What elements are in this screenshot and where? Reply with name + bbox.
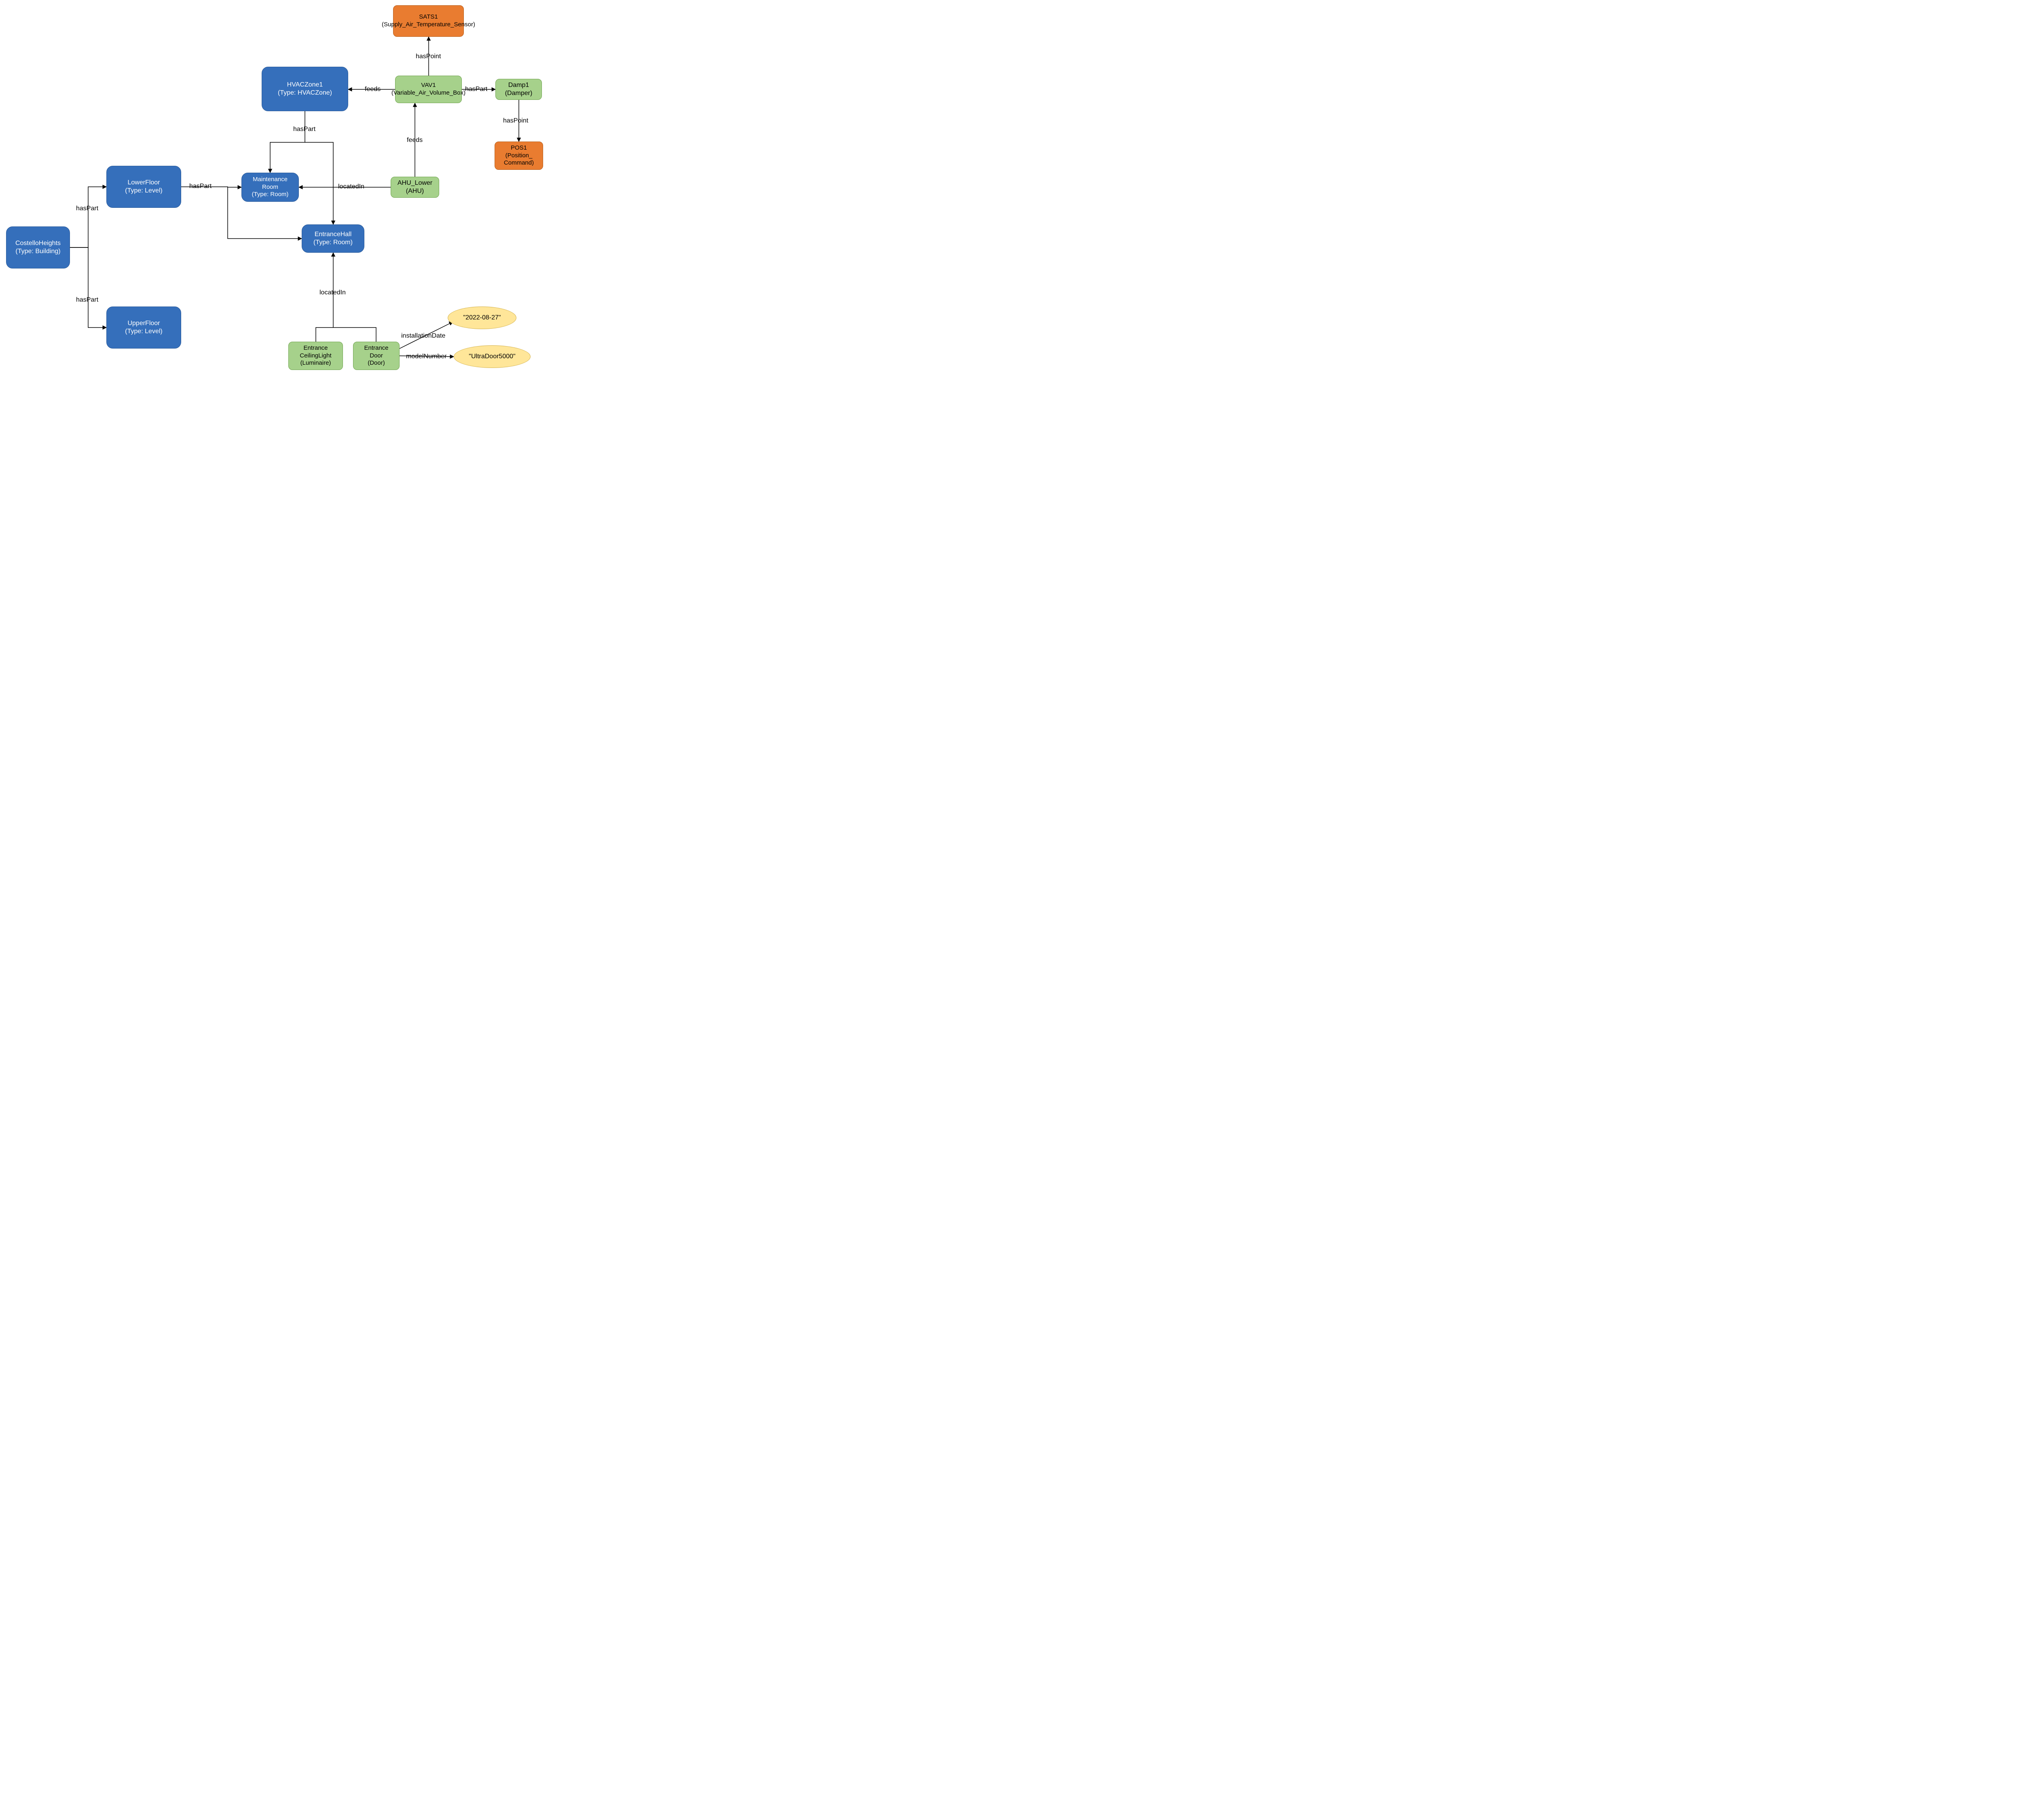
node-model: "UltraDoor5000" bbox=[454, 345, 531, 368]
node-vav1: VAV1 (Variable_Air_Volume_Box) bbox=[395, 76, 462, 103]
node-sats1: SATS1 (Supply_Air_Temperature_Sensor) bbox=[393, 5, 464, 37]
edge-label-e3: hasPart bbox=[189, 183, 212, 190]
edge-label-e7: hasPoint bbox=[503, 117, 528, 125]
edge-label-e12: installationDate bbox=[401, 332, 445, 340]
node-hvaczone: HVACZone1 (Type: HVACZone) bbox=[262, 67, 348, 111]
node-costello: CostelloHeights (Type: Building) bbox=[6, 226, 70, 268]
node-upperfloor: UpperFloor (Type: Level) bbox=[106, 307, 181, 349]
node-maint: Maintenance Room (Type: Room) bbox=[241, 173, 299, 202]
node-entrance: EntranceHall (Type: Room) bbox=[302, 224, 364, 253]
edge-label-e6: hasPart bbox=[465, 86, 487, 93]
edge-label-e1: hasPart bbox=[76, 205, 98, 212]
edge-e11 bbox=[316, 328, 376, 342]
node-ceillight: Entrance CeilingLight (Luminaire) bbox=[288, 342, 343, 370]
edge-label-e5: feeds bbox=[365, 86, 381, 93]
edge-label-e4: hasPart bbox=[293, 126, 315, 133]
edge-label-e13: modelNumber bbox=[406, 353, 446, 360]
edge-label-e2: hasPart bbox=[76, 296, 98, 304]
node-door: Entrance Door (Door) bbox=[353, 342, 400, 370]
node-pos1: POS1 (Position_ Command) bbox=[495, 142, 543, 170]
diagram-canvas: CostelloHeights (Type: Building) LowerFlo… bbox=[0, 0, 596, 386]
edge-label-e8: hasPoint bbox=[416, 53, 441, 60]
edge-label-e9: feeds bbox=[407, 137, 423, 144]
edge-label-e11: locatedIn bbox=[319, 289, 346, 296]
edge-e2 bbox=[70, 247, 106, 328]
node-date: "2022-08-27" bbox=[448, 307, 516, 329]
edge-e4b bbox=[305, 142, 333, 224]
edge-e4 bbox=[270, 111, 305, 173]
node-damp1: Damp1 (Damper) bbox=[495, 79, 542, 100]
node-ahu: AHU_Lower (AHU) bbox=[391, 177, 439, 198]
node-lowerfloor: LowerFloor (Type: Level) bbox=[106, 166, 181, 208]
edge-label-e10: locatedIn bbox=[338, 183, 364, 190]
edge-e1 bbox=[70, 187, 106, 247]
